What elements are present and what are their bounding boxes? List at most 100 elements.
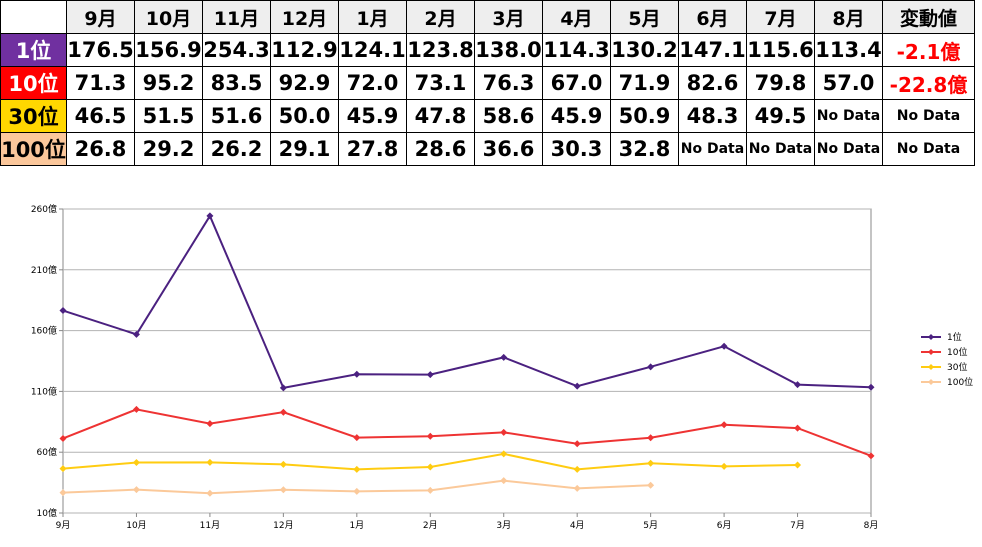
data-point [573, 484, 581, 492]
data-point [573, 465, 581, 473]
value-cell: 28.6 [406, 132, 475, 166]
month-header: 1月 [338, 0, 407, 34]
data-point [353, 370, 361, 378]
data-point [59, 465, 67, 473]
change-value: No Data [882, 99, 975, 133]
data-point [794, 461, 802, 469]
legend-swatch-marker [928, 379, 934, 385]
month-header: 11月 [202, 0, 271, 34]
table-row: 100位 26.8 29.2 26.2 29.1 27.8 28.6 36.6 30.3 32.8… [0, 132, 975, 166]
legend-entry: 100位 [921, 376, 973, 388]
series-4 [59, 477, 655, 497]
value-cell: 114.3 [542, 33, 611, 67]
value-cell: 45.9 [338, 99, 407, 133]
value-cell: 71.3 [66, 66, 135, 100]
data-point [353, 487, 361, 495]
y-tick-label: 10億 [37, 507, 57, 519]
legend-swatch-marker [928, 364, 934, 370]
value-cell: 73.1 [406, 66, 475, 100]
value-cell: 123.8 [406, 33, 475, 67]
chart-axes: 10億 60億 110億 160億 210億 260億 9月 10月 11月 12月 1月 2月 3月 4… [31, 203, 879, 531]
value-cell: 113.4 [814, 33, 883, 67]
value-cell: No Data [814, 132, 883, 166]
y-tick-label: 110億 [31, 385, 57, 397]
change-value: -2.1億 [882, 33, 975, 67]
value-cell: 29.1 [270, 132, 339, 166]
value-cell: 57.0 [814, 66, 883, 100]
value-cell: 45.9 [542, 99, 611, 133]
series-3 [59, 450, 802, 473]
x-tick-label: 11月 [200, 520, 220, 531]
x-tick-label: 7月 [790, 520, 805, 531]
value-cell: 92.9 [270, 66, 339, 100]
data-point [720, 342, 728, 350]
y-tick-label: 160億 [31, 325, 57, 337]
value-cell: No Data [746, 132, 815, 166]
value-cell: 156.9 [134, 33, 203, 67]
value-cell: 176.5 [66, 33, 135, 67]
data-point [794, 424, 802, 432]
data-point [500, 450, 508, 458]
rank-label: 10位 [0, 66, 67, 100]
legend-swatch-marker [928, 349, 934, 355]
y-tick-label: 210億 [31, 264, 57, 276]
ranking-table: 9月 10月 11月 12月 1月 2月 3月 4月 5月 6月 7月 8月 変動値 1位 176.5 15… [0, 0, 975, 166]
value-cell: 124.1 [338, 33, 407, 67]
table-row: 30位 46.5 51.5 51.6 50.0 45.9 47.8 58.6 45.9 50.9 4… [0, 99, 975, 133]
value-cell: 83.5 [202, 66, 271, 100]
table-corner-cell [0, 0, 67, 34]
month-header: 12月 [270, 0, 339, 34]
legend-label: 100位 [947, 376, 973, 388]
value-cell: 112.9 [270, 33, 339, 67]
rank-label: 30位 [0, 99, 67, 133]
data-point [500, 353, 508, 361]
value-cell: 27.8 [338, 132, 407, 166]
data-point [206, 489, 214, 497]
data-point [720, 421, 728, 429]
data-point [426, 432, 434, 440]
legend-label: 30位 [947, 361, 967, 373]
month-header: 5月 [610, 0, 679, 34]
value-cell: 76.3 [474, 66, 543, 100]
value-cell: 79.8 [746, 66, 815, 100]
value-cell: 147.1 [678, 33, 747, 67]
month-header: 3月 [474, 0, 543, 34]
x-tick-label: 3月 [496, 520, 511, 531]
data-point [647, 363, 655, 371]
x-tick-label: 9月 [56, 520, 71, 531]
line-chart: 10億 60億 110億 160億 210億 260億 9月 10月 11月 12月 1月 2月 3月 4… [31, 203, 973, 531]
data-point [132, 486, 140, 494]
x-tick-label: 8月 [864, 520, 879, 531]
value-cell: 82.6 [678, 66, 747, 100]
data-point [647, 459, 655, 467]
value-cell: 46.5 [66, 99, 135, 133]
data-point [794, 381, 802, 389]
data-point [206, 212, 214, 220]
month-header: 9月 [66, 0, 135, 34]
value-cell: 138.0 [474, 33, 543, 67]
table-row: 10位 71.3 95.2 83.5 92.9 72.0 73.1 76.3 67.0 71.9 8… [0, 66, 975, 100]
value-cell: 29.2 [134, 132, 203, 166]
series-line [62, 213, 872, 390]
legend-entry: 10位 [921, 346, 967, 358]
y-tick-label: 60億 [37, 446, 57, 458]
data-point [59, 434, 67, 442]
data-point [353, 465, 361, 473]
legend-swatch-marker [928, 334, 934, 340]
x-tick-label: 4月 [570, 520, 585, 531]
data-point [206, 458, 214, 466]
x-tick-label: 10月 [126, 520, 146, 531]
data-point [132, 459, 140, 467]
plot-area-frame [62, 208, 872, 514]
value-cell: 51.6 [202, 99, 271, 133]
data-point [720, 462, 728, 470]
rank-label: 100位 [0, 132, 67, 166]
month-header: 10月 [134, 0, 203, 34]
value-cell: 48.3 [678, 99, 747, 133]
data-point [279, 460, 287, 468]
value-cell: No Data [678, 132, 747, 166]
value-cell: 50.0 [270, 99, 339, 133]
month-header: 2月 [406, 0, 475, 34]
value-cell: 36.6 [474, 132, 543, 166]
month-header: 6月 [678, 0, 747, 34]
